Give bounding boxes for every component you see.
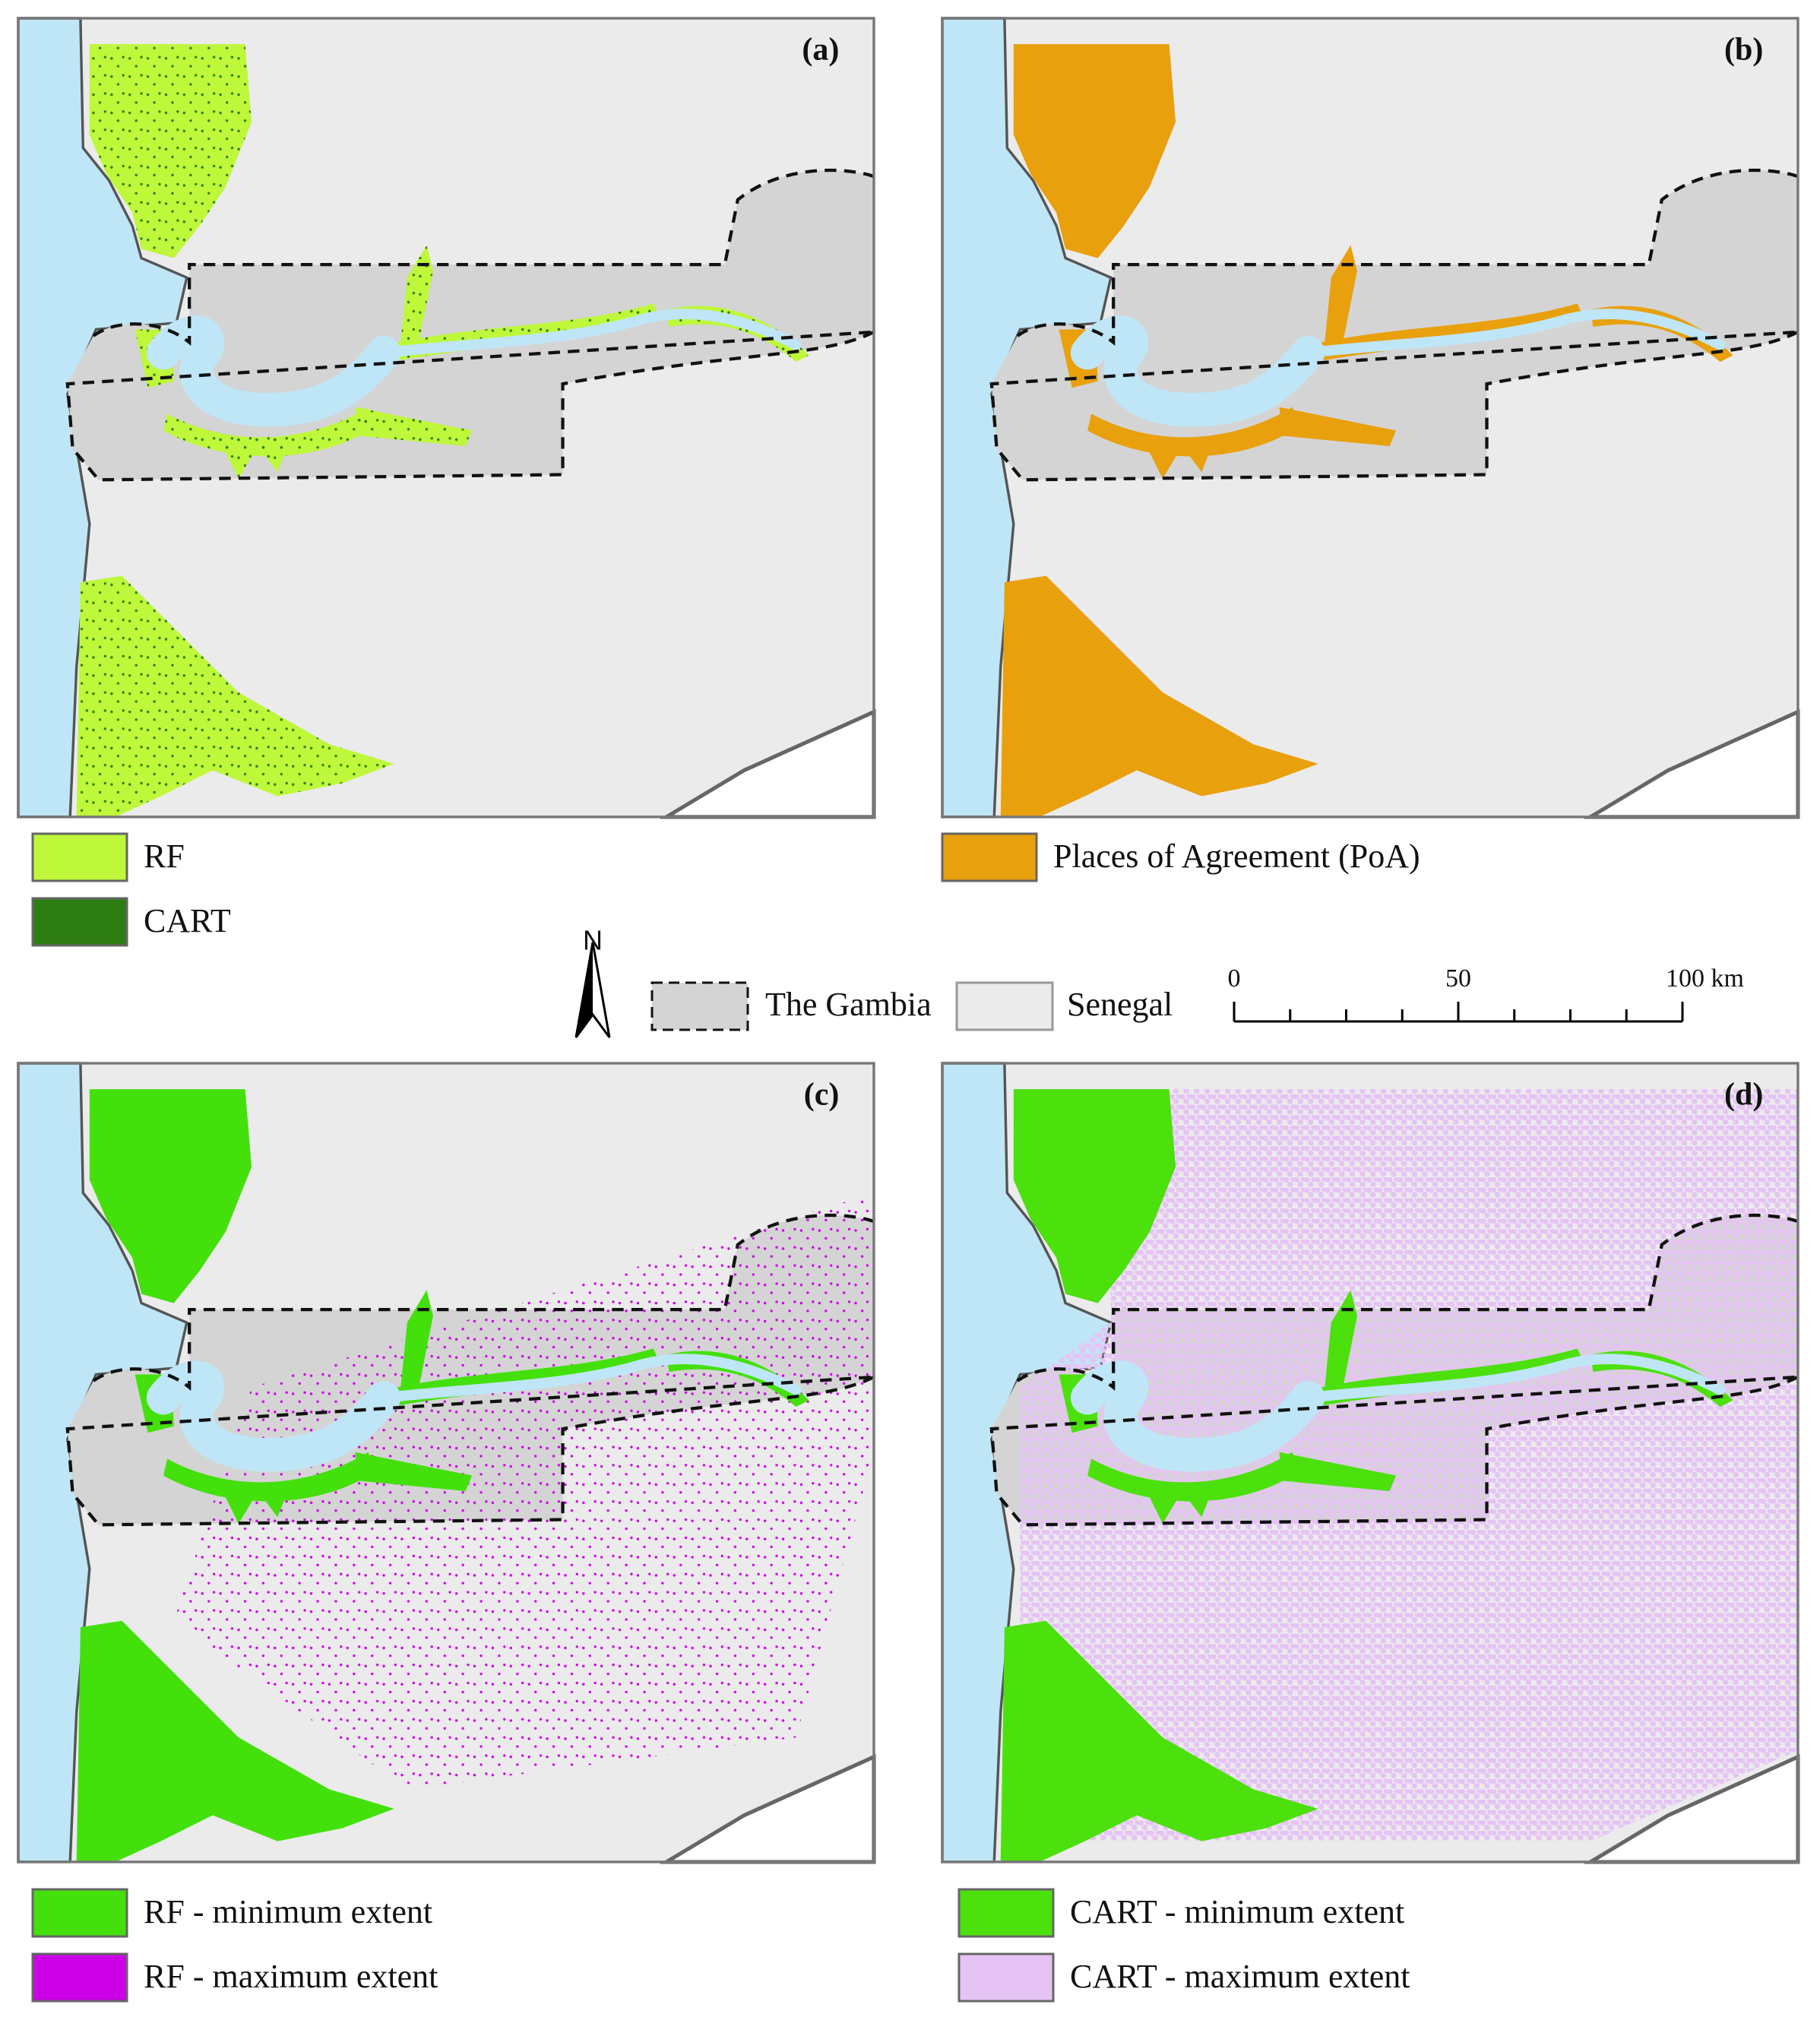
legend-swatch [957, 1952, 1055, 2003]
legend-label: CART - minimum extent [1070, 1893, 1404, 1930]
vegetation-spread [1020, 1089, 1798, 1841]
panel-label: (c) [804, 1078, 840, 1113]
map-panel [942, 18, 1798, 817]
legend-swatch [31, 832, 128, 882]
panel-label: (b) [1724, 33, 1763, 68]
legend-swatch [31, 1888, 128, 1938]
scale-label: 50 [1445, 964, 1471, 993]
legend-swatch [941, 832, 1038, 882]
north-arrow-half [576, 942, 593, 1037]
legend-swatch [31, 1952, 128, 2003]
legend-swatch [31, 897, 128, 947]
scale-bar: 0 50 100 km [1228, 964, 1744, 1023]
legend-label: RF - maximum extent [144, 1958, 438, 1995]
vegetation-spread [173, 1192, 874, 1790]
legend-label: Senegal [1067, 986, 1173, 1023]
legend-label: Places of Agreement (PoA) [1053, 838, 1420, 875]
senegal-swatch [955, 981, 1054, 1031]
gambia-swatch [650, 981, 749, 1031]
map-panel [942, 1063, 1798, 1862]
legend-label: The Gambia [765, 986, 932, 1023]
panel-label: (a) [802, 33, 839, 68]
north-label: N [583, 925, 603, 956]
panel-label: (d) [1724, 1078, 1763, 1113]
legend-swatch [957, 1888, 1055, 1938]
map-panel [18, 18, 874, 817]
map-panel [18, 1063, 874, 1862]
legend-label: CART - maximum extent [1070, 1958, 1410, 1995]
legend-label: RF [144, 838, 185, 875]
scale-label: 0 [1228, 964, 1241, 993]
scale-label: 100 km [1666, 964, 1744, 993]
legend-label: CART [144, 902, 231, 939]
legend-label: RF - minimum extent [144, 1893, 432, 1930]
